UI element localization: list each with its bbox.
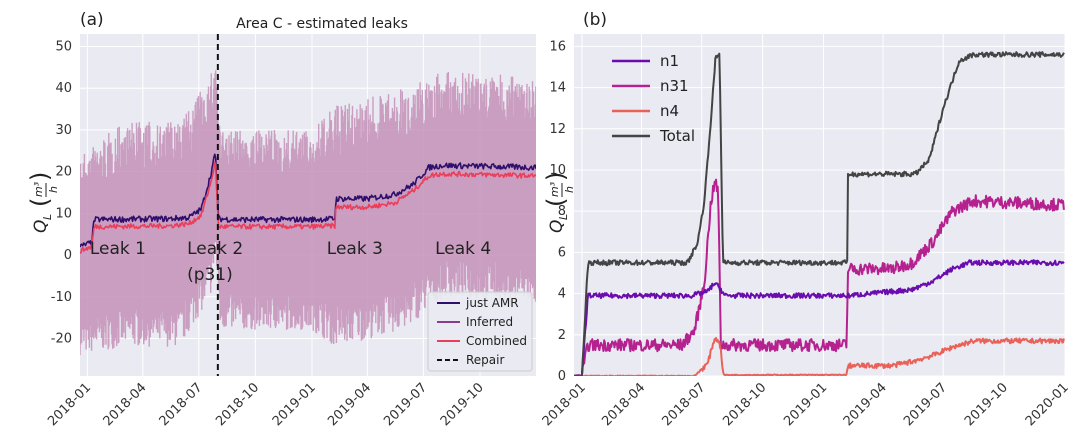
panel-a-y-tick-label: 0 <box>64 248 72 263</box>
panel-b-x-tick-label: 2018-07 <box>660 380 709 429</box>
panel-b-x-tick-label: 2019-04 <box>841 380 890 429</box>
panel-b-y-axis-label-rparen: ) <box>542 172 570 181</box>
panel-b-y-tick-label: 10 <box>549 163 566 178</box>
panel-b-series-total <box>574 51 1065 376</box>
panel-b-x-tick-label: 2019-10 <box>962 380 1011 429</box>
panel-a-y-axis-label-symbol: Q <box>31 220 51 233</box>
panel-a-x-tick-label: 2018-04 <box>101 380 150 429</box>
panel-b-series-n4 <box>574 337 1065 376</box>
panel-b-y-tick-label: 2 <box>558 328 566 343</box>
panel-b-y-axis-label-lparen: ( <box>542 198 570 207</box>
panel-b: 2018-01 2018-04 2018-07 2018-10 2019-01 2019-… <box>540 10 1072 429</box>
panel-b-legend: n1 n31 n4 Total <box>612 52 695 145</box>
panel-b-y-axis-label-symbol: Q <box>547 220 567 233</box>
legend-label-n4: n4 <box>660 102 679 120</box>
panel-b-y-tick-label: 6 <box>558 245 566 260</box>
panel-a-x-ticks: 2018-01 2018-04 2018-07 2018-10 2019-01 2019-… <box>45 380 487 429</box>
panel-a-legend: just AMR Inferred Combined Repair <box>427 291 533 372</box>
panel-b-plot-area <box>574 34 1065 376</box>
panel-a-y-tick-label: 30 <box>55 123 72 138</box>
panel-a-x-tick-label: 2019-01 <box>270 380 319 429</box>
panel-a-series-combined <box>80 161 536 254</box>
panel-a-title: Area C - estimated leaks <box>236 16 408 32</box>
panel-a-x-tick-label: 2018-01 <box>45 380 94 429</box>
panel-a-annotation: Leak 3 <box>327 239 383 259</box>
panel-b-x-ticks: 2018-01 2018-04 2018-07 2018-10 2019-01 2019-… <box>540 380 1072 429</box>
panel-b-x-tick-label: 2019-07 <box>901 380 950 429</box>
panel-a: 2018-01 2018-04 2018-07 2018-10 2019-01 2019-… <box>26 10 536 429</box>
panel-b-label: (b) <box>583 10 607 30</box>
panel-b-series-n1 <box>574 259 1065 376</box>
panel-a-x-tick-label: 2018-07 <box>157 380 206 429</box>
panel-b-y-tick-label: 16 <box>549 39 566 54</box>
legend-label-n31: n31 <box>660 77 689 95</box>
panel-a-y-axis-label: Q L ( m³ h ) <box>26 172 60 233</box>
panel-b-y-tick-label: 4 <box>558 287 566 302</box>
panel-a-series-lines <box>80 34 536 376</box>
panel-a-annotation: Leak 2 <box>187 239 243 259</box>
panel-b-y-tick-label: 8 <box>558 204 566 219</box>
panel-a-label: (a) <box>80 10 104 30</box>
legend-label-total: Total <box>659 127 695 145</box>
panel-a-x-tick-label: 2019-04 <box>325 380 374 429</box>
panel-a-y-axis-label-rparen: ) <box>26 172 54 181</box>
panel-a-annotation: Leak 4 <box>435 239 491 259</box>
panel-a-y-axis-label-num: m³ <box>32 181 45 197</box>
panel-b-x-tick-label: 2018-10 <box>720 380 769 429</box>
panel-a-x-tick-label: 2019-07 <box>381 380 430 429</box>
panel-a-series-inferred <box>80 70 536 356</box>
panel-a-y-tick-label: 40 <box>55 81 72 96</box>
panel-b-x-tick-label: 2020-01 <box>1023 380 1072 429</box>
panel-b-series-n31 <box>574 178 1065 376</box>
panel-b-y-tick-label: 12 <box>549 122 566 137</box>
panel-a-legend-box <box>427 291 533 372</box>
panel-a-x-tick-label: 2019-10 <box>438 380 487 429</box>
panel-b-y-ticks: 0 2 4 6 8 10 12 14 16 <box>549 39 566 384</box>
panel-b-x-tick-label: 2019-01 <box>781 380 830 429</box>
legend-label-repair: Repair <box>466 353 504 367</box>
panel-a-annotation: Leak 1 <box>90 239 146 259</box>
panel-a-y-axis-label-den: h <box>47 186 60 193</box>
panel-a-series-just-amr <box>80 153 536 248</box>
panel-a-annotation: (p31) <box>187 265 233 285</box>
panel-a-annotations: Leak 1 Leak 2 (p31) Leak 3 Leak 4 <box>90 239 491 285</box>
panel-b-y-tick-label: 0 <box>558 369 566 384</box>
panel-a-inferred-band <box>80 70 536 356</box>
legend-label-just-amr: just AMR <box>465 296 519 310</box>
panel-a-y-tick-label: 10 <box>55 206 72 221</box>
panel-b-x-tick-label: 2018-04 <box>599 380 648 429</box>
panel-a-x-tick-label: 2018-10 <box>213 380 262 429</box>
panel-b-x-tick-label: 2018-01 <box>540 380 589 429</box>
legend-label-inferred: Inferred <box>466 315 513 329</box>
legend-label-n1: n1 <box>660 52 679 70</box>
panel-b-series-lines <box>574 51 1065 376</box>
legend-label-combined: Combined <box>466 334 527 348</box>
panel-b-y-axis-label: Q L ( m³ h ) <box>542 172 576 233</box>
panel-a-y-ticks: -20 -10 0 10 20 30 40 50 <box>51 40 72 347</box>
panel-a-y-tick-label: 20 <box>55 165 72 180</box>
panel-a-y-axis-label-subscript: L <box>41 214 54 220</box>
panel-a-y-axis-label-lparen: ( <box>26 198 54 207</box>
panel-b-y-axis-label-den: h <box>563 186 576 193</box>
panel-b-y-axis-label-subscript: L <box>557 214 570 220</box>
panel-a-y-tick-label: -20 <box>51 331 72 346</box>
panel-a-y-tick-label: -10 <box>51 290 72 305</box>
panel-b-y-axis-label-num: m³ <box>548 181 561 197</box>
panel-a-y-tick-label: 50 <box>55 40 72 55</box>
panel-b-y-tick-label: 14 <box>549 81 566 96</box>
